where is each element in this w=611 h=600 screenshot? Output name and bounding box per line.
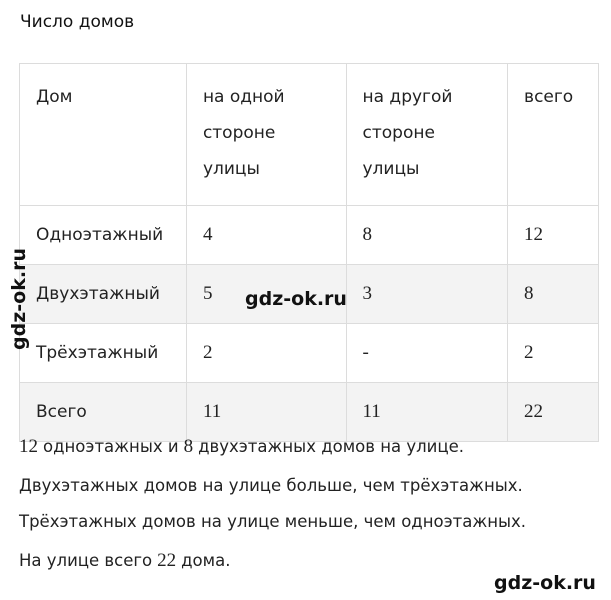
math-number: 8 bbox=[183, 436, 194, 457]
table-cell: 12 bbox=[507, 205, 599, 265]
table-cell: 5 bbox=[185, 264, 347, 324]
header-cell: Дом bbox=[19, 63, 187, 206]
header-line: всего bbox=[524, 87, 574, 107]
header-cell: на другой стороне улицы bbox=[345, 63, 509, 206]
table-cell: - bbox=[345, 323, 509, 383]
header-line: стороне bbox=[362, 123, 435, 143]
header-line: стороне bbox=[202, 123, 276, 143]
header-line: Дом bbox=[36, 87, 73, 107]
sentence: Двухэтажных домов на улице больше, чем т… bbox=[19, 476, 528, 495]
table-cell: Всего bbox=[19, 382, 187, 442]
table-cell: 4 bbox=[185, 205, 347, 265]
table: Дом на одной стороне улицы на другой стороне у… bbox=[19, 63, 599, 442]
sentence-text: Трёхэтажных домов на улице меньше, чем о… bbox=[19, 512, 527, 531]
table-cell: 3 bbox=[345, 264, 509, 324]
table-cell: Одноэтажный bbox=[19, 205, 187, 265]
sentence: Трёхэтажных домов на улице меньше, чем о… bbox=[19, 512, 531, 531]
table-cell: Трёхэтажный bbox=[19, 323, 187, 383]
table-cell: Двухэтажный bbox=[19, 264, 187, 324]
sentence: 12 одноэтажных и 8 двухэтажных домов на ули… bbox=[19, 436, 469, 458]
sentence: На улице всего 22 дома. bbox=[19, 550, 235, 572]
header-line: на другой bbox=[362, 87, 453, 107]
watermark: gdz-ok.ru bbox=[494, 572, 596, 594]
watermark: gdz-ok.ru bbox=[7, 248, 30, 350]
header-line: на одной bbox=[202, 87, 285, 107]
table-cell: 22 bbox=[507, 382, 599, 442]
header-row: Дом на одной стороне улицы на другой стороне у… bbox=[19, 63, 599, 206]
table-row: Одноэтажный 4 8 12 bbox=[19, 205, 599, 265]
table-cell: 11 bbox=[345, 382, 509, 442]
header-line: улицы bbox=[362, 159, 420, 179]
sentence-text: На улице всего bbox=[19, 551, 153, 570]
table-row: Двухэтажный 5 3 8 bbox=[19, 264, 599, 324]
table-cell: 2 bbox=[507, 323, 599, 383]
table-cell: 2 bbox=[185, 323, 347, 383]
table-row: Всего 11 11 22 bbox=[19, 382, 599, 442]
header-line: улицы bbox=[202, 159, 260, 179]
table-cell: 8 bbox=[507, 264, 599, 324]
table-row: Трёхэтажный 2-2 bbox=[19, 323, 599, 383]
math-number: 22 bbox=[157, 550, 177, 571]
sentence-text: дома. bbox=[181, 551, 231, 570]
table-cell: 8 bbox=[345, 205, 509, 265]
table-body: Одноэтажный 4 8 12 Двухэтажный 5 3 8 Трёхэтажный… bbox=[19, 205, 599, 442]
header-cell: всего bbox=[507, 63, 599, 206]
watermark: gdz-ok.ru bbox=[245, 288, 347, 310]
math-number: 12 bbox=[19, 436, 38, 457]
title: Число домов bbox=[20, 12, 135, 32]
sentence-text: одноэтажных и bbox=[43, 437, 179, 456]
header-cell: на одной стороне улицы bbox=[185, 63, 347, 206]
table-cell: 11 bbox=[185, 382, 347, 442]
sentence-text: двухэтажных домов на улице. bbox=[198, 437, 465, 456]
sentence-text: Двухэтажных домов на улице больше, чем т… bbox=[19, 476, 523, 495]
